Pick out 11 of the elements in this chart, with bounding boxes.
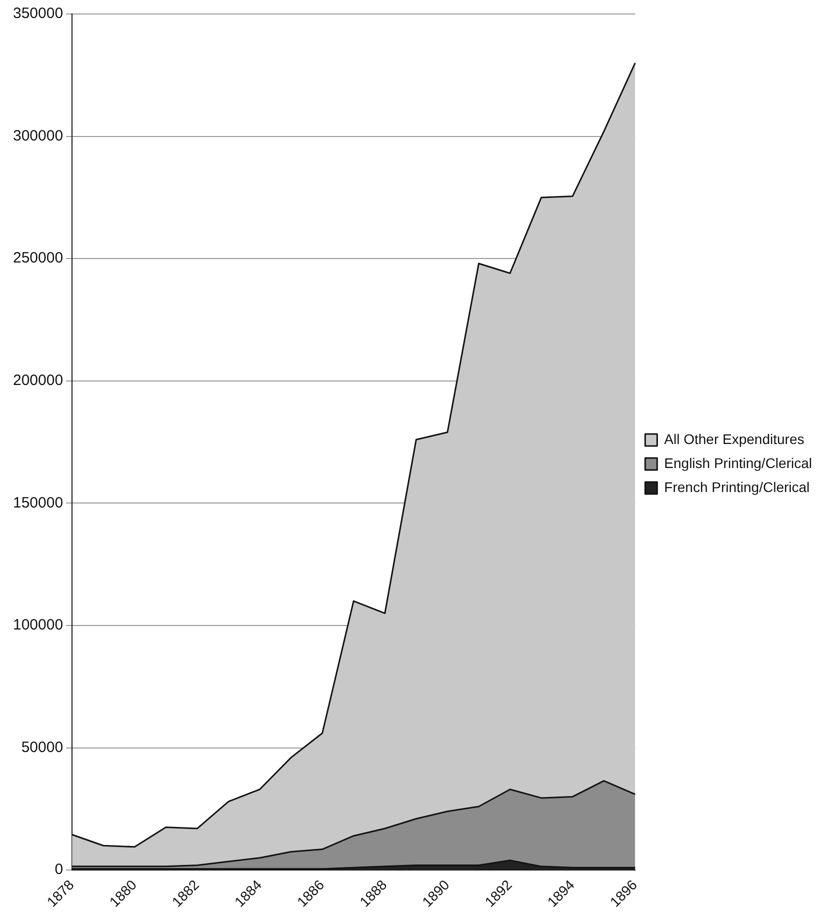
y-tick-label: 300000 — [12, 127, 64, 144]
y-tick-label: 200000 — [12, 372, 64, 390]
y-tick-label: 0 — [54, 861, 64, 878]
y-tick-label: 350000 — [12, 5, 64, 22]
legend-label: French Printing/Clerical — [664, 478, 810, 495]
legend-label: English Printing/Clerical — [664, 454, 812, 471]
y-tick-label: 100000 — [12, 616, 64, 634]
y-tick-label: 250000 — [12, 250, 64, 267]
y-tick-label: 50000 — [21, 738, 64, 756]
y-tick-label: 150000 — [12, 494, 64, 512]
legend-label: All Other Expenditures — [664, 430, 804, 447]
